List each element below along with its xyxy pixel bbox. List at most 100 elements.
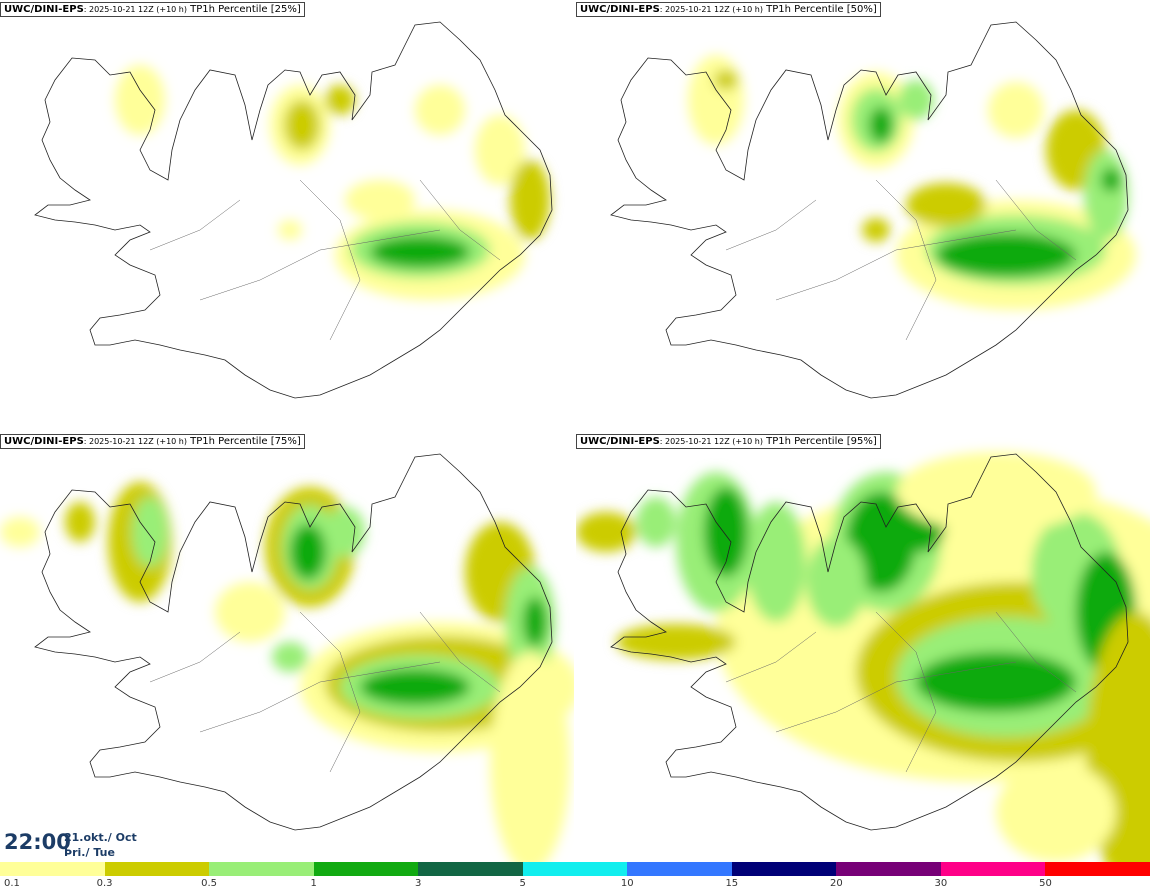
region-boundaries — [725, 611, 1077, 773]
model-name: UWC/DINI-EPS — [4, 436, 84, 447]
precip-area — [360, 669, 470, 705]
precip-area — [616, 624, 736, 660]
panel-title: UWC/DINI-EPS: 2025-10-21 12Z (+10 h) TP1… — [0, 434, 305, 449]
colorbar-label: 0.3 — [96, 878, 113, 889]
map-panel-p75: UWC/DINI-EPS: 2025-10-21 12Z (+10 h) TP1… — [0, 432, 574, 862]
map-canvas — [34, 21, 553, 399]
precip-area — [370, 236, 470, 268]
precip-area — [576, 512, 636, 552]
colorbar-label: 50 — [1039, 878, 1052, 889]
precip-area — [862, 218, 890, 242]
region-boundaries — [149, 179, 501, 341]
run-info: : 2025-10-21 12Z (+10 h) — [659, 437, 763, 446]
precip-area — [132, 497, 168, 567]
region-boundaries — [725, 179, 1077, 341]
precip-area — [688, 55, 744, 145]
field-name: TP1h Percentile [50%] — [762, 4, 877, 15]
panel-separator — [0, 430, 1150, 432]
precipitation-field — [115, 65, 550, 300]
model-name: UWC/DINI-EPS — [580, 436, 660, 447]
valid-time-box: 22:00 21.okt./ Oct Þri./ Tue — [0, 828, 160, 862]
precip-area — [906, 183, 986, 227]
colorbar-label: 1 — [310, 878, 317, 889]
precip-area — [898, 80, 934, 120]
precip-area — [115, 65, 165, 135]
colorbar-segment — [940, 862, 1046, 876]
field-name: TP1h Percentile [95%] — [762, 436, 877, 447]
precipitation-field — [688, 55, 1136, 310]
precip-area — [896, 452, 1096, 532]
precip-area — [325, 85, 355, 115]
precip-area — [1101, 168, 1121, 192]
field-name: TP1h Percentile [25%] — [186, 4, 301, 15]
panel-title: UWC/DINI-EPS: 2025-10-21 12Z (+10 h) TP1… — [576, 434, 881, 449]
colorbar-segment — [209, 862, 315, 876]
precip-area — [714, 70, 738, 90]
iceland-coastline — [610, 453, 1129, 831]
colorbar-segment — [522, 862, 628, 876]
colorbar-segment — [104, 862, 210, 876]
colorbar-label: 10 — [620, 878, 634, 889]
colorbar-label: 15 — [725, 878, 739, 889]
field-name: TP1h Percentile [75%] — [186, 436, 301, 447]
map-panel-p95: UWC/DINI-EPS: 2025-10-21 12Z (+10 h) TP1… — [576, 432, 1150, 862]
precipitation-field — [576, 452, 1150, 862]
precip-area — [916, 652, 1076, 712]
precip-area — [869, 107, 893, 143]
map-canvas — [610, 21, 1136, 399]
colorbar-label: 30 — [934, 878, 948, 889]
run-info: : 2025-10-21 12Z (+10 h) — [83, 437, 187, 446]
colorbar-segment — [313, 862, 419, 876]
iceland-coastline — [34, 21, 553, 399]
precip-area — [0, 517, 40, 547]
valid-date-line2: Þri./ Tue — [64, 846, 115, 859]
precip-area — [65, 502, 95, 542]
precip-area — [272, 642, 308, 672]
region-boundaries — [149, 611, 501, 773]
model-name: UWC/DINI-EPS — [4, 4, 84, 15]
precip-area — [215, 582, 285, 642]
precip-area — [523, 597, 547, 647]
precip-area — [746, 502, 806, 622]
precip-area — [290, 524, 326, 580]
panel-title: UWC/DINI-EPS: 2025-10-21 12Z (+10 h) TP1… — [0, 2, 305, 17]
precip-area — [936, 233, 1076, 277]
colorbar-segment — [418, 862, 524, 876]
precip-area — [475, 115, 525, 185]
map-panel-p50: UWC/DINI-EPS: 2025-10-21 12Z (+10 h) TP1… — [576, 0, 1150, 430]
colorbar-segment — [627, 862, 733, 876]
precip-area — [636, 497, 676, 547]
precip-area — [806, 537, 866, 627]
precip-area — [284, 100, 320, 150]
colorbar-label: 5 — [519, 878, 526, 889]
run-info: : 2025-10-21 12Z (+10 h) — [659, 5, 763, 14]
valid-date: 21.okt./ Oct Þri./ Tue — [64, 830, 137, 860]
colorbar-label: 0.5 — [201, 878, 218, 889]
iceland-coastline — [610, 21, 1129, 399]
precip-area — [510, 160, 550, 240]
map-panel-p25: UWC/DINI-EPS: 2025-10-21 12Z (+10 h) TP1… — [0, 0, 574, 430]
precip-area — [490, 652, 570, 862]
colorbar-segment — [1045, 862, 1150, 876]
map-canvas — [0, 453, 574, 862]
precipitation-colorbar: 0.1 0.3 0.5 1 3 5 10 15 20 30 50 — [0, 862, 1150, 891]
precip-area — [988, 82, 1044, 138]
valid-date-line1: 21.okt./ Oct — [64, 831, 137, 844]
panel-title: UWC/DINI-EPS: 2025-10-21 12Z (+10 h) TP1… — [576, 2, 881, 17]
run-info: : 2025-10-21 12Z (+10 h) — [83, 5, 187, 14]
colorbar-segment — [731, 862, 837, 876]
precip-area — [996, 762, 1116, 862]
precip-area — [704, 487, 748, 577]
valid-time: 22:00 — [4, 830, 71, 854]
precip-area — [278, 220, 302, 240]
colorbar-segment — [0, 862, 106, 876]
colorbar-label: 20 — [829, 878, 843, 889]
model-name: UWC/DINI-EPS — [580, 4, 660, 15]
iceland-coastline — [34, 453, 553, 831]
colorbar-label: 0.1 — [4, 878, 20, 889]
precip-area — [415, 85, 465, 135]
precip-area — [345, 180, 415, 220]
colorbar-label: 3 — [414, 878, 422, 889]
precip-area — [325, 507, 365, 557]
precipitation-field — [0, 482, 574, 862]
